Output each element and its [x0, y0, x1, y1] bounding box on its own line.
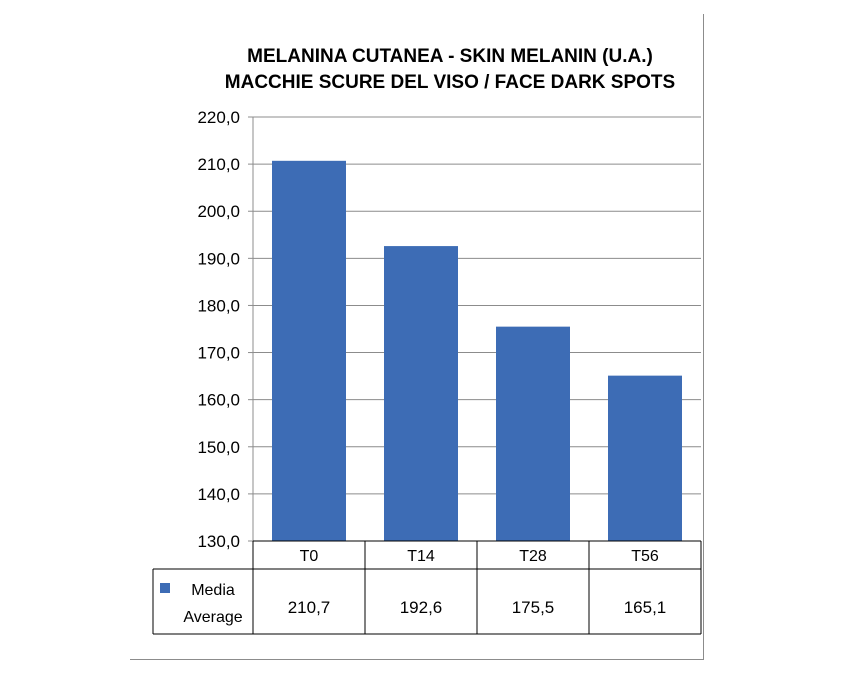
y-tick-label: 200,0 [197, 202, 240, 221]
y-tick-label: 180,0 [197, 296, 240, 315]
bar-t28 [496, 326, 570, 541]
y-tick-label: 190,0 [197, 249, 240, 268]
y-tick-label: 130,0 [197, 532, 240, 551]
legend-label-line1: Media [191, 582, 235, 599]
y-tick-label: 150,0 [197, 438, 240, 457]
chart-subtitle: MACCHIE SCURE DEL VISO / FACE DARK SPOTS [224, 72, 676, 93]
y-tick-label: 210,0 [197, 155, 240, 174]
data-table-value: 192,6 [400, 598, 443, 617]
bar-t14 [384, 246, 458, 541]
x-category-label: T0 [300, 548, 319, 565]
y-tick-label: 170,0 [197, 344, 240, 363]
chart-title: MELANINA CUTANEA - SKIN MELANIN (U.A.) [247, 46, 653, 67]
y-tick-label: 160,0 [197, 391, 240, 410]
chart-frame-right-border [703, 14, 704, 660]
legend-label-line2: Average [183, 609, 242, 626]
legend-swatch [160, 583, 170, 593]
x-category-label: T56 [631, 548, 659, 565]
y-tick-label: 140,0 [197, 485, 240, 504]
data-table-value: 165,1 [624, 598, 667, 617]
data-table-value: 210,7 [288, 598, 331, 617]
bar-t0 [272, 160, 346, 541]
data-table-value: 175,5 [512, 598, 555, 617]
bar-t56 [608, 375, 682, 541]
x-category-label: T28 [519, 548, 547, 565]
x-category-label: T14 [407, 548, 435, 565]
chart-frame-bottom-border [130, 659, 704, 660]
y-tick-label: 220,0 [197, 108, 240, 127]
